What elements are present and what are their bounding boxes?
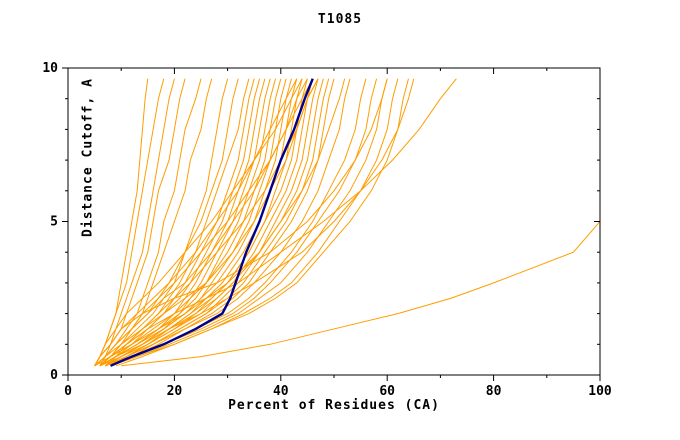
x-tick-label: 60 [379,384,395,399]
series-line-model-34 [104,78,415,367]
x-axis-label: Percent of Residues (CA) [228,398,440,413]
series-line-model-01 [94,78,149,367]
series-line-model-17 [99,78,292,367]
series-line-model-42 [94,78,388,367]
series-line-model-38 [99,78,314,367]
series-line-model-04 [94,78,186,367]
series-line-model-40 [94,78,303,367]
x-tick-label: 100 [588,384,612,399]
series-line-model-28 [105,78,378,367]
series-line-model-26 [105,78,351,367]
x-tick-label: 40 [273,384,289,399]
series-line-model-39 [104,78,319,367]
series-line-model-03 [99,78,175,367]
chart-title: T1085 [317,12,363,27]
y-tick-label: 10 [42,61,58,76]
series-line-model-02 [94,78,165,367]
y-tick-label: 5 [50,215,58,230]
series-line-model-33 [121,78,601,367]
x-tick-label: 0 [64,384,72,399]
series-line-model-31 [110,78,409,367]
x-tick-label: 80 [486,384,502,399]
series-line-model-10 [104,78,255,367]
y-tick-label: 0 [50,368,58,383]
series-line-model-32 [99,78,457,367]
x-tick-label: 20 [167,384,183,399]
series-line-model-05 [99,78,202,367]
series-line-model-07 [99,78,229,367]
series-line-model-37 [94,78,319,367]
highlight-line-best-model [110,78,314,367]
y-axis-label: Distance Cutoff, A [80,78,96,237]
series-line-model-29 [110,78,388,367]
